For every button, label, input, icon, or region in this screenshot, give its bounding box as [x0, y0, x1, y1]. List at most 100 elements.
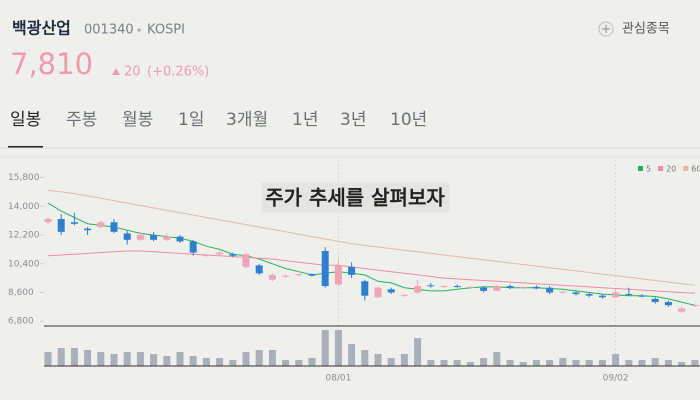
candle-body [651, 298, 659, 303]
candle-body [480, 287, 488, 291]
watch-label[interactable]: 관심종목 [622, 22, 670, 37]
tab[interactable]: 1일 [178, 110, 204, 130]
volume-bar [150, 354, 158, 366]
candle-body [163, 236, 171, 240]
plus-icon [598, 21, 614, 37]
volume-bar [519, 362, 527, 366]
tab[interactable]: 월봉 [122, 110, 153, 130]
volume-bar [110, 354, 118, 366]
candle-body [321, 250, 329, 287]
volume-bar [664, 360, 672, 366]
stock-code: 001340 [84, 23, 134, 38]
volume-bar [70, 348, 78, 366]
volume-bar [189, 356, 197, 366]
volume-bar [625, 360, 633, 366]
volume-bar [678, 362, 686, 366]
volume-bar [506, 360, 514, 366]
volume-bar [532, 360, 540, 366]
y-tick-label: 14,000 [8, 202, 40, 212]
legend-label: 20 [666, 165, 676, 174]
tab[interactable]: 일봉 [10, 110, 41, 130]
volume-bar [163, 356, 171, 366]
tab[interactable]: 1년 [292, 110, 318, 130]
volume-bar [84, 350, 92, 366]
volume-bar [229, 360, 237, 366]
ma-line [47, 202, 695, 306]
volume-bar [123, 352, 131, 366]
candle-body [664, 302, 672, 306]
y-tick-label: 15,800 [8, 173, 40, 183]
volume-bar [453, 360, 461, 366]
candle-body [598, 295, 606, 298]
volume-bar [427, 360, 435, 366]
candle-body [229, 254, 237, 256]
watch-button[interactable]: 관심종목 [598, 21, 670, 37]
candle-body [150, 235, 158, 240]
price: 7,810 [10, 47, 93, 81]
volume-bar [691, 360, 699, 366]
volume-bar [572, 360, 580, 366]
candle-body [546, 287, 554, 293]
candle-body [348, 266, 356, 275]
volume-bar [97, 352, 105, 366]
volume-bar [361, 350, 369, 366]
y-tick-label: 6,800 [8, 317, 34, 327]
candle-body [308, 274, 316, 276]
volume-bar [295, 360, 303, 366]
candle-body [427, 285, 435, 287]
candle-body [70, 222, 78, 224]
change-rate: (+0.26%) [147, 65, 209, 80]
candle-body [255, 265, 263, 274]
volume-bar [216, 358, 224, 366]
chart: 15,800 14,000 12,200 10,400 8,600 6,800 08/01 0… [0, 156, 700, 384]
candle-body [387, 289, 395, 293]
candle-body [242, 254, 250, 267]
candle-body [572, 292, 580, 295]
candle-body [282, 275, 290, 277]
candle-body [506, 286, 514, 288]
candle-body [466, 286, 474, 288]
annotation-background [261, 182, 450, 213]
candle-body [57, 219, 65, 232]
volume-bar [400, 354, 408, 366]
volume-bar [440, 360, 448, 366]
candle-body [295, 274, 303, 276]
tab[interactable]: 10년 [390, 110, 427, 130]
candle-body [414, 286, 422, 293]
candle-body [625, 294, 633, 296]
volume-bar [493, 352, 501, 366]
y-tick-label: 8,600 [8, 288, 34, 298]
candle-body [216, 252, 224, 255]
volume-bar [612, 354, 620, 366]
volume-bar [202, 358, 210, 366]
volume-bar [176, 352, 184, 366]
volume-bar [308, 358, 316, 366]
legend-swatch [638, 166, 643, 171]
candle-body [176, 236, 184, 242]
tab[interactable]: 3년 [340, 110, 366, 130]
candle-body [334, 265, 342, 285]
candle-body [612, 292, 620, 298]
candle-body [268, 274, 276, 280]
candle-body [400, 294, 408, 296]
candle-body [678, 308, 686, 312]
volume-bar [638, 360, 646, 366]
candle-body [361, 281, 369, 296]
candle-body [374, 287, 382, 298]
volume-bar [374, 354, 382, 366]
candle-body [189, 241, 197, 253]
plus-icon-lines [602, 25, 610, 33]
market: KOSPI [147, 23, 185, 38]
volume-bar [414, 338, 422, 366]
tab[interactable]: 3개월 [226, 110, 268, 130]
volume-bar [282, 360, 290, 366]
candle-body [453, 286, 461, 288]
volume-bar [255, 350, 263, 366]
candle-body [136, 235, 144, 240]
volume-bar [44, 352, 52, 366]
legend-swatch [658, 166, 664, 171]
tab[interactable]: 주봉 [66, 110, 97, 130]
candle-body [123, 233, 131, 240]
